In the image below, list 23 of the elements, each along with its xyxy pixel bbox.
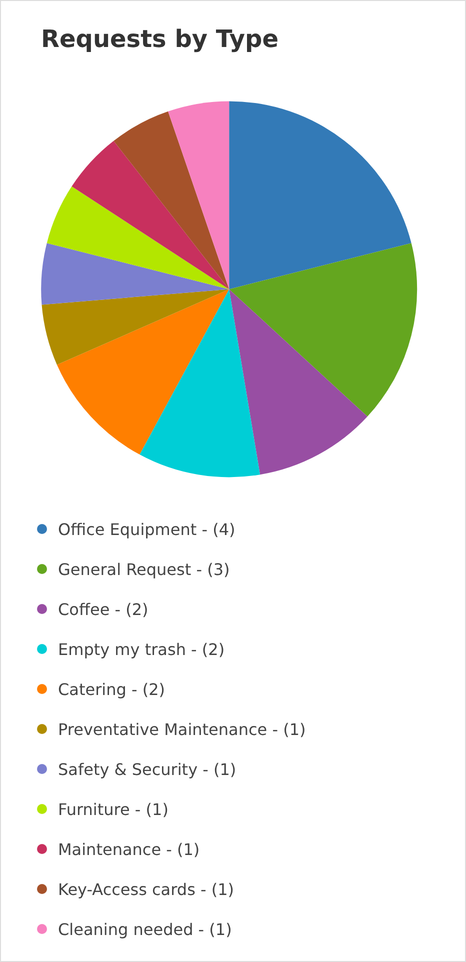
pie-slice xyxy=(229,101,412,290)
legend-label: Key-Access cards - (1) xyxy=(58,880,234,898)
pie-slice xyxy=(42,289,230,365)
pie-slice xyxy=(168,101,230,290)
legend-label: Office Equipment - (4) xyxy=(58,520,236,538)
pie-slice xyxy=(229,243,418,417)
legend-label: Catering - (2) xyxy=(58,680,166,698)
pie-slice xyxy=(140,289,260,477)
legend-label: Safety & Security - (1) xyxy=(58,760,236,778)
legend-label: General Request - (3) xyxy=(58,560,230,578)
pie-slice xyxy=(56,289,230,455)
legend-label: Furniture - (1) xyxy=(58,800,168,818)
pie-slice xyxy=(229,289,368,475)
chart-title: Requests by Type xyxy=(41,25,279,53)
pie-slice xyxy=(46,186,230,290)
legend-label: Cleaning needed - (1) xyxy=(58,920,232,938)
legend-label: Empty my trash - (2) xyxy=(58,640,225,658)
legend-label: Preventative Maintenance - (1) xyxy=(58,720,306,738)
legend-label: Coffee - (2) xyxy=(58,600,148,618)
pie-slice xyxy=(114,111,230,290)
pie-slice xyxy=(41,243,230,305)
legend-label: Maintenance - (1) xyxy=(58,840,200,858)
pie-slice xyxy=(72,140,230,290)
